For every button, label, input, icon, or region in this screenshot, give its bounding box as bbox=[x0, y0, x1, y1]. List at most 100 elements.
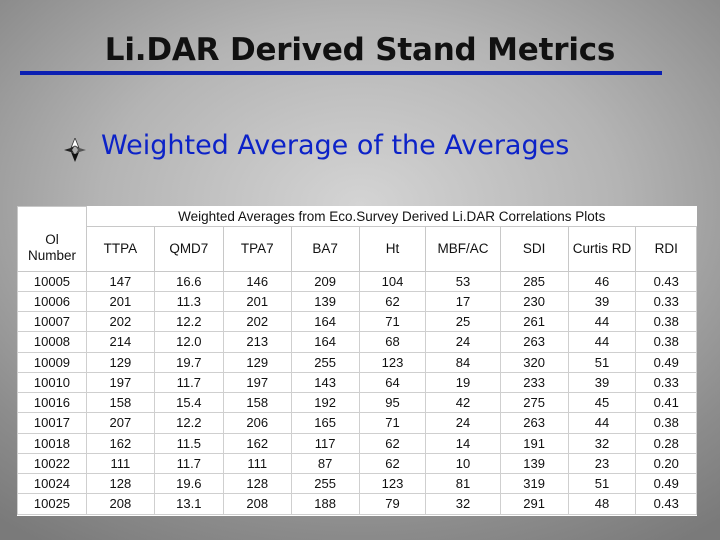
table-cell: 71 bbox=[358, 412, 427, 434]
column-header-tpa7: TPA7 bbox=[222, 225, 292, 272]
table-cell: 158 bbox=[222, 391, 292, 414]
table-cell: 87 bbox=[290, 452, 360, 475]
table-cell: 10 bbox=[425, 452, 501, 475]
table-cell: 44 bbox=[567, 310, 637, 333]
table-cell: 0.43 bbox=[635, 493, 697, 515]
column-header-ol: Ol bbox=[45, 232, 59, 248]
table-cell: 319 bbox=[499, 472, 569, 495]
table-cell: 0.38 bbox=[635, 310, 697, 333]
ol-number-cell: 10005 bbox=[17, 270, 87, 292]
table-cell: 143 bbox=[290, 371, 360, 394]
table-cell: 0.33 bbox=[635, 290, 697, 313]
table-cell: 62 bbox=[358, 452, 427, 475]
column-header-ol-number: Ol Number bbox=[17, 226, 87, 272]
table-cell: 202 bbox=[85, 310, 155, 333]
table-cell: 206 bbox=[222, 412, 292, 434]
table-cell: 123 bbox=[358, 472, 427, 495]
table-cell: 19 bbox=[425, 371, 501, 394]
column-header-sdi: SDI bbox=[499, 225, 569, 272]
table-cell: 104 bbox=[358, 270, 427, 292]
table-cell: 62 bbox=[358, 290, 427, 313]
table-cell: 197 bbox=[222, 371, 292, 394]
table-row: 10024 128 19.6 128 255 123 81 319 51 0.49 bbox=[17, 472, 697, 495]
column-header-curtis-rd: Curtis RD bbox=[567, 225, 637, 272]
table-body: 10005 147 16.6 146 209 104 53 285 46 0.43 10006 201… bbox=[17, 270, 697, 515]
column-header-ba7: BA7 bbox=[290, 225, 360, 272]
table-cell: 111 bbox=[222, 452, 292, 475]
table-row: 10007 202 12.2 202 164 71 25 261 44 0.38 bbox=[17, 310, 697, 333]
table-cell: 13.1 bbox=[153, 493, 224, 515]
table-cell: 51 bbox=[567, 351, 637, 373]
table-cell: 230 bbox=[499, 290, 569, 313]
table-cell: 24 bbox=[425, 331, 501, 353]
table-cell: 285 bbox=[499, 270, 569, 292]
table-cell: 14 bbox=[425, 432, 501, 454]
column-header-number: Number bbox=[27, 248, 76, 264]
table-row: 10008 214 12.0 213 164 68 24 263 44 0.38 bbox=[17, 331, 697, 353]
table-cell: 263 bbox=[499, 412, 569, 434]
ol-number-cell: 10017 bbox=[17, 412, 87, 434]
column-header-ttpa: TTPA bbox=[85, 225, 155, 272]
table-cell: 68 bbox=[358, 331, 427, 353]
table-cell: 213 bbox=[222, 331, 292, 353]
ol-number-cell: 10016 bbox=[17, 391, 87, 414]
table-cell: 45 bbox=[567, 391, 637, 414]
table-cell: 15.4 bbox=[153, 391, 224, 414]
ol-number-cell: 10022 bbox=[17, 452, 87, 475]
table-cell: 111 bbox=[85, 452, 155, 475]
table-cell: 261 bbox=[499, 310, 569, 333]
table-cell: 11.3 bbox=[153, 290, 224, 313]
table-cell: 12.0 bbox=[153, 331, 224, 353]
table-cell: 84 bbox=[425, 351, 501, 373]
ol-number-cell: 10007 bbox=[17, 310, 87, 333]
table-cell: 71 bbox=[358, 310, 427, 333]
table-row: 10025 208 13.1 208 188 79 32 291 48 0.43 bbox=[17, 493, 697, 515]
table-cell: 202 bbox=[222, 310, 292, 333]
table-cell: 191 bbox=[499, 432, 569, 454]
table-cell: 23 bbox=[567, 452, 637, 475]
table-cell: 0.43 bbox=[635, 270, 697, 292]
table-cell: 79 bbox=[358, 493, 427, 515]
table-row: 10022 111 11.7 111 87 62 10 139 23 0.20 bbox=[17, 452, 697, 475]
table-cell: 16.6 bbox=[153, 270, 224, 292]
table-cell: 95 bbox=[358, 391, 427, 414]
table-cell: 0.33 bbox=[635, 371, 697, 394]
table-row: 10018 162 11.5 162 117 62 14 191 32 0.28 bbox=[17, 432, 697, 454]
table-cell: 147 bbox=[85, 270, 155, 292]
ol-number-cell: 10018 bbox=[17, 432, 87, 454]
table-cell: 214 bbox=[85, 331, 155, 353]
table-cell: 164 bbox=[290, 310, 360, 333]
ol-number-cell: 10010 bbox=[17, 371, 87, 394]
table-cell: 48 bbox=[567, 493, 637, 515]
table-cell: 19.7 bbox=[153, 351, 224, 373]
table-row: 10006 201 11.3 201 139 62 17 230 39 0.33 bbox=[17, 290, 697, 313]
table-cell: 25 bbox=[425, 310, 501, 333]
table-cell: 263 bbox=[499, 331, 569, 353]
table-cell: 81 bbox=[425, 472, 501, 495]
table-cell: 139 bbox=[499, 452, 569, 475]
column-header-mbf-ac: MBF/AC bbox=[425, 225, 501, 272]
table-cell: 0.41 bbox=[635, 391, 697, 414]
table-row: 10016 158 15.4 158 192 95 42 275 45 0.41 bbox=[17, 391, 697, 414]
table-cell: 24 bbox=[425, 412, 501, 434]
ol-number-cell: 10009 bbox=[17, 351, 87, 373]
table-cell: 197 bbox=[85, 371, 155, 394]
table-row: 10010 197 11.7 197 143 64 19 233 39 0.33 bbox=[17, 371, 697, 394]
table-cell: 192 bbox=[290, 391, 360, 414]
table-cell: 0.49 bbox=[635, 472, 697, 495]
table-cell: 39 bbox=[567, 290, 637, 313]
table-cell: 128 bbox=[85, 472, 155, 495]
table-corner-cell bbox=[17, 206, 87, 226]
table-cell: 0.49 bbox=[635, 351, 697, 373]
table-cell: 0.38 bbox=[635, 412, 697, 434]
table-cell: 233 bbox=[499, 371, 569, 394]
ol-number-cell: 10025 bbox=[17, 493, 87, 515]
table-cell: 39 bbox=[567, 371, 637, 394]
table-cell: 53 bbox=[425, 270, 501, 292]
table-row: 10017 207 12.2 206 165 71 24 263 44 0.38 bbox=[17, 412, 697, 434]
table-cell: 123 bbox=[358, 351, 427, 373]
title-underline bbox=[20, 71, 662, 75]
table-cell: 46 bbox=[567, 270, 637, 292]
table-cell: 207 bbox=[85, 412, 155, 434]
table-row: 10005 147 16.6 146 209 104 53 285 46 0.43 bbox=[17, 270, 697, 292]
